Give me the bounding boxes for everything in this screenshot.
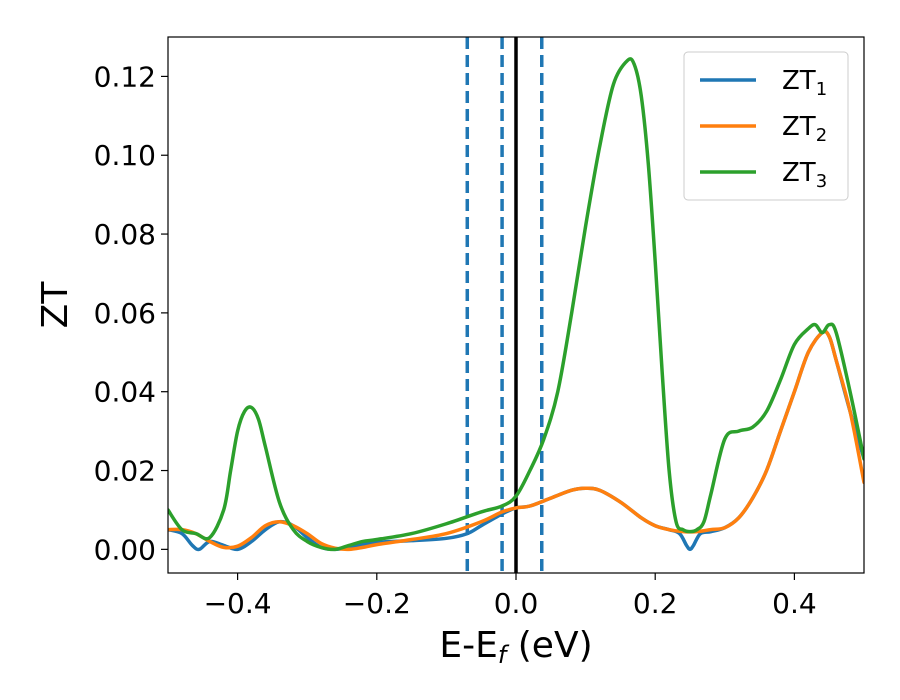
series-line-zt2 (168, 329, 864, 552)
legend-box (683, 51, 849, 201)
y-axis-ticks: 0.00 0.02 0.04 0.06 0.08 0.10 0.12 (94, 60, 168, 566)
x-axis-label: E-Ef (eV) (439, 625, 592, 669)
legend: ZT1 ZT2 ZT3 (683, 51, 849, 201)
legend-label-zt1: ZT1 (782, 66, 827, 100)
y-tick-label: 0.08 (94, 218, 156, 251)
y-tick-label: 0.12 (94, 60, 156, 93)
x-tick-label: −0.2 (343, 587, 411, 620)
x-axis-ticks: −0.4 −0.2 0.0 0.2 0.4 (204, 573, 817, 620)
series-lines (168, 57, 864, 552)
legend-label-zt3: ZT3 (782, 158, 827, 192)
y-tick-label: 0.04 (94, 376, 156, 409)
x-tick-label: 0.0 (494, 587, 539, 620)
y-tick-label: 0.02 (94, 455, 156, 488)
legend-label-zt2: ZT2 (782, 112, 827, 146)
x-tick-label: −0.4 (204, 587, 272, 620)
y-tick-label: 0.06 (94, 297, 156, 330)
x-axis-label-unit: (eV) (506, 625, 592, 666)
reference-lines (465, 37, 544, 573)
y-tick-label: 0.00 (94, 533, 156, 566)
y-tick-label: 0.10 (94, 139, 156, 172)
series-line-zt3 (168, 57, 864, 552)
y-axis-label: ZT (35, 281, 76, 329)
x-tick-label: 0.2 (633, 587, 678, 620)
x-tick-label: 0.4 (772, 587, 817, 620)
